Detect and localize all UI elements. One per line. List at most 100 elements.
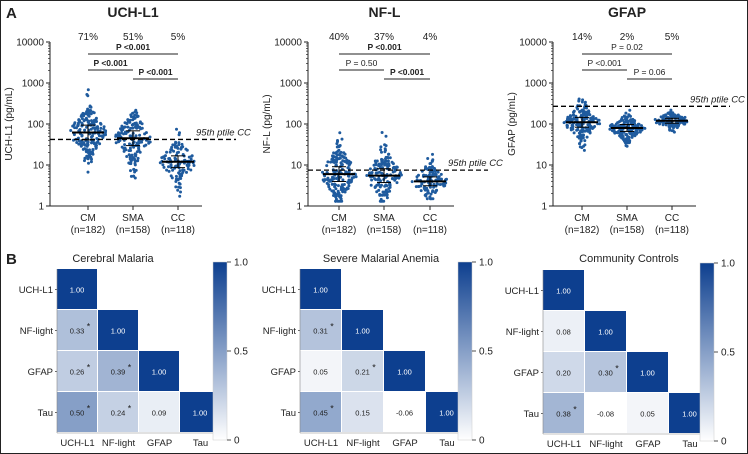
data-point	[134, 154, 138, 158]
data-point	[174, 180, 178, 183]
data-point	[341, 159, 345, 163]
data-point	[588, 123, 592, 126]
data-point	[187, 155, 191, 159]
percent-label: 2%	[620, 32, 635, 43]
data-point	[346, 166, 350, 170]
data-point	[169, 148, 173, 152]
column-label: UCH-L1	[304, 438, 338, 449]
data-point	[578, 110, 582, 114]
significance-star: *	[330, 404, 334, 414]
data-point	[87, 161, 90, 165]
data-point	[81, 111, 85, 115]
x-tick-label: CC	[423, 213, 437, 224]
colorbar-tick-label: 1.0	[721, 259, 735, 270]
data-point	[185, 170, 188, 174]
data-point	[117, 140, 121, 144]
p-value-label: P <0.001	[390, 67, 424, 77]
data-point	[350, 176, 354, 180]
data-point	[683, 115, 687, 119]
data-point	[192, 164, 196, 167]
data-point	[337, 191, 341, 195]
data-point	[88, 111, 92, 115]
x-tick-label: CM	[80, 213, 96, 224]
data-point	[624, 133, 628, 137]
p-value-label: P <0.001	[93, 58, 127, 68]
colorbar-tick-label: 0	[721, 437, 727, 448]
data-point	[131, 123, 135, 126]
data-point	[633, 124, 637, 128]
data-point	[90, 121, 94, 125]
data-point	[79, 142, 83, 146]
data-point	[572, 113, 576, 117]
x-tick-label-n: (n=182)	[322, 225, 357, 236]
heatmap-cell	[98, 310, 138, 350]
data-point	[88, 105, 92, 109]
colorbar-tick-label: 0.5	[479, 347, 493, 358]
panel-label-b: B	[6, 251, 17, 268]
data-point	[380, 199, 384, 203]
cell-value: 1.00	[682, 410, 697, 419]
data-point	[83, 147, 87, 151]
scatter-panel-gfap: GFAP 1 10 100 1000 10000 GFAP (pg/mL) CM(n=182)…	[507, 4, 745, 236]
data-point	[432, 173, 436, 177]
data-point	[122, 132, 126, 136]
data-point	[347, 181, 351, 185]
y-tick-label: 10000	[16, 38, 44, 49]
data-point	[633, 132, 637, 136]
data-point	[593, 125, 597, 128]
data-point	[572, 131, 576, 135]
data-point	[334, 199, 338, 203]
data-point	[672, 126, 675, 130]
x-tick-label-n: (n=118)	[413, 225, 447, 236]
row-label: Tau	[38, 408, 53, 419]
y-tick-label: 100	[285, 120, 302, 131]
cell-value: 1.00	[152, 368, 167, 377]
x-tick-label: CC	[171, 213, 185, 224]
data-point	[95, 120, 98, 123]
data-point	[682, 122, 686, 126]
data-point	[343, 187, 347, 191]
data-point	[596, 118, 600, 122]
data-point	[368, 167, 372, 171]
cell-value: 0.15	[355, 409, 370, 418]
percent-label: 14%	[572, 32, 592, 43]
colorbar-tick-label: 1.0	[234, 258, 248, 269]
data-point	[429, 192, 433, 196]
significance-star: *	[87, 404, 91, 414]
data-point	[330, 182, 334, 186]
data-point	[428, 185, 432, 189]
data-point	[430, 159, 434, 163]
data-point	[162, 165, 166, 169]
data-point	[125, 122, 129, 126]
data-point	[339, 186, 343, 190]
colorbar-tick-label: 0.5	[234, 347, 248, 358]
data-point	[583, 100, 587, 104]
data-point	[175, 146, 179, 149]
data-point	[380, 150, 383, 154]
data-point	[377, 164, 381, 168]
data-point	[627, 113, 631, 117]
data-point	[621, 124, 625, 128]
data-point	[179, 190, 182, 194]
data-point	[181, 153, 185, 156]
data-point	[86, 88, 90, 92]
data-point	[623, 140, 627, 144]
data-point	[370, 171, 374, 175]
data-point	[576, 128, 580, 132]
row-label: GFAP	[514, 368, 539, 379]
data-point	[181, 168, 185, 172]
data-point	[628, 108, 632, 112]
data-point	[333, 182, 336, 186]
data-point	[135, 115, 139, 119]
data-point	[619, 135, 623, 139]
colorbar	[699, 262, 715, 442]
data-point	[86, 170, 90, 174]
x-tick-label-n: (n=118)	[655, 225, 689, 236]
data-point	[640, 124, 643, 128]
threshold-label: 95th ptile CC	[196, 127, 251, 138]
data-point	[344, 160, 348, 164]
data-point	[114, 133, 118, 137]
data-point	[654, 121, 658, 125]
data-point	[620, 116, 624, 119]
